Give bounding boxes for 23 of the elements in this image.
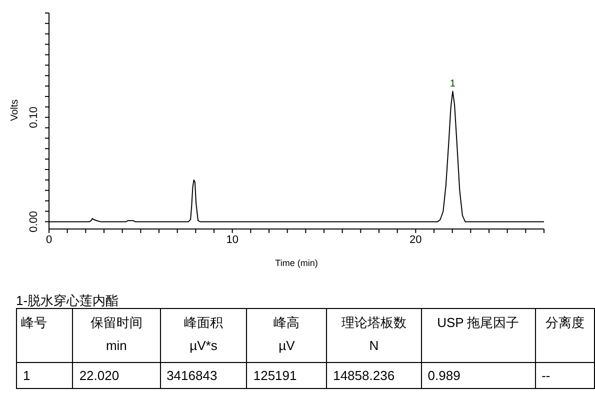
text: 14858.236 <box>326 362 422 388</box>
text: USP 拖尾因子 <box>421 308 536 362</box>
x-tick-label: 10 <box>226 234 238 246</box>
text: 保留时间 min <box>72 308 160 362</box>
text: 峰高 µV <box>246 308 327 362</box>
text: 0.989 <box>421 362 536 388</box>
y-axis-title: Volts <box>10 99 21 121</box>
text: 分离度 <box>535 308 594 362</box>
text: 1 <box>16 362 73 388</box>
text: 3416843 <box>160 362 247 388</box>
annotation: 1 <box>450 78 456 90</box>
text: 1-脱水穿心莲内酯 <box>16 292 119 310</box>
y-tick-label: 0.00 <box>28 210 40 232</box>
text: 125191 <box>246 362 327 388</box>
x-tick-label: 0 <box>46 234 52 246</box>
text: 理论塔板数 N <box>326 308 422 362</box>
x-tick-label: 20 <box>410 234 422 246</box>
text: 峰号 <box>16 308 73 362</box>
text: 22.020 <box>72 362 160 388</box>
text: 峰面积 µV*s <box>160 308 247 362</box>
text: -- <box>535 362 594 388</box>
y-tick-label: 0.10 <box>28 106 40 128</box>
x-axis-title: Time (min) <box>275 258 318 268</box>
